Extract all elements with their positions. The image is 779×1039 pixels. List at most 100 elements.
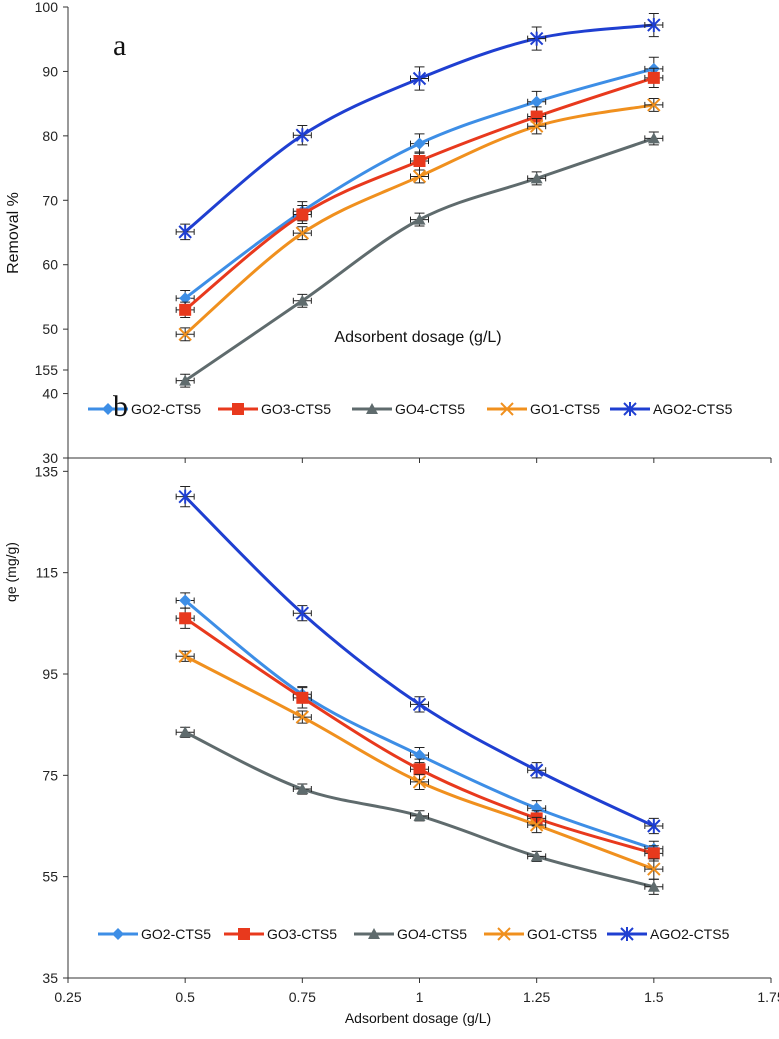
y-tick-label: 115: [36, 565, 59, 581]
legend-marker: [238, 928, 250, 940]
x-tick-label: 1.75: [757, 989, 779, 1005]
data-point: [529, 31, 544, 46]
y-tick-label: 100: [35, 0, 59, 15]
data-point: [179, 594, 192, 607]
legend-item: GO2-CTS5: [88, 401, 201, 417]
legend-label: GO4-CTS5: [397, 926, 467, 942]
y-tick-label: 40: [42, 386, 58, 402]
data-point: [413, 763, 426, 776]
data-point: [178, 327, 192, 342]
series-line: [184, 67, 655, 300]
x-tick-label: 1.5: [644, 469, 664, 470]
panel-label-a: a: [113, 29, 126, 62]
legend-label: GO4-CTS5: [395, 401, 465, 417]
data-point: [412, 775, 427, 789]
legend-item: AGO2-CTS5: [610, 401, 733, 417]
x-tick-label: 1.25: [523, 989, 550, 1005]
legend-label: GO2-CTS5: [131, 401, 201, 417]
data-point: [529, 119, 544, 133]
y-tick-label: 135: [35, 463, 59, 479]
series-go3-cts5: [175, 67, 664, 319]
data-point: [179, 303, 192, 316]
data-point: [179, 726, 192, 738]
data-point: [530, 95, 543, 108]
data-point: [530, 172, 543, 184]
x-tick-label: 1: [416, 469, 424, 470]
data-point: [296, 783, 309, 795]
series-line: [184, 76, 655, 311]
data-point: [647, 847, 660, 860]
data-point: [647, 71, 660, 84]
data-point: [295, 710, 310, 724]
legend-marker: [623, 402, 637, 416]
data-point: [529, 818, 544, 832]
x-axis-title-a: Adsorbent dosage (g/L): [334, 329, 501, 346]
x-tick-label: 0.25: [54, 989, 81, 1005]
data-point: [412, 697, 427, 712]
x-tick-label: 1.25: [523, 469, 550, 470]
data-point: [295, 128, 310, 143]
data-point: [178, 489, 192, 504]
legend-label: AGO2-CTS5: [650, 926, 730, 942]
data-point: [178, 649, 192, 663]
legend-item: GO1-CTS5: [484, 926, 597, 942]
legend-item: GO4-CTS5: [354, 926, 467, 942]
y-tick-label: 80: [42, 128, 58, 144]
legend-label: AGO2-CTS5: [653, 401, 733, 417]
series-line: [184, 23, 655, 234]
data-point: [413, 749, 426, 762]
data-point: [530, 110, 543, 123]
series-ago2-cts5: [175, 12, 664, 241]
axes-frame: [67, 370, 771, 979]
data-point: [296, 294, 309, 306]
chart-a: a Removal % Adsorbent dosage (g/L) 30 40 5…: [5, 0, 779, 470]
data-point: [647, 819, 661, 833]
series-go3-cts5: [175, 607, 664, 862]
data-point: [296, 691, 309, 704]
legend-item: GO3-CTS5: [224, 926, 337, 942]
data-point: [530, 850, 543, 862]
legend-label: GO3-CTS5: [261, 401, 331, 417]
x-tick-label: 0.75: [289, 469, 316, 470]
legend-item: GO4-CTS5: [352, 401, 465, 417]
legend-label: GO2-CTS5: [141, 926, 211, 942]
legend-item: GO2-CTS5: [98, 926, 211, 942]
y-tick-label: 75: [42, 767, 58, 783]
y-tick-label: 90: [42, 63, 58, 79]
data-point: [647, 18, 661, 33]
legend-marker: [368, 928, 380, 939]
data-point: [295, 226, 310, 240]
data-point: [647, 862, 661, 876]
legend-marker: [497, 927, 511, 941]
chart-b: b qe (mg/g) Adsorbent dosage (g/L) 35 55 7…: [3, 362, 779, 1026]
data-point: [647, 880, 660, 892]
series-go4-cts5: [175, 726, 664, 895]
data-point: [179, 374, 192, 386]
series-go4-cts5: [175, 131, 664, 388]
y-tick-label: 50: [42, 321, 58, 337]
legend-item: AGO2-CTS5: [607, 926, 730, 942]
series-ago2-cts5: [175, 486, 664, 835]
x-tick-label: 0.5: [175, 469, 195, 470]
y-tick-label: 95: [42, 666, 58, 682]
legend-marker: [232, 403, 244, 415]
data-point: [647, 98, 661, 112]
x-tick-label: 1: [416, 989, 424, 1005]
legend-label: GO3-CTS5: [267, 926, 337, 942]
legend: GO2-CTS5 GO3-CTS5 GO4-CTS5 GO1-CTS5 AGO2-CTS…: [98, 926, 730, 942]
y-tick-label: 155: [35, 362, 59, 378]
x-tick-label: 1.75: [757, 469, 779, 470]
y-axis-title-a: Removal %: [5, 192, 22, 274]
legend-marker: [366, 403, 378, 414]
data-point: [295, 606, 310, 621]
x-tick-label: 0.75: [289, 989, 316, 1005]
legend-label: GO1-CTS5: [527, 926, 597, 942]
y-axis-title-b: qe (mg/g): [3, 542, 19, 602]
legend-item: GO3-CTS5: [218, 401, 331, 417]
data-point: [412, 169, 427, 184]
y-tick-label: 60: [42, 257, 58, 273]
x-tick-label: 0.5: [175, 989, 195, 1005]
data-point: [178, 224, 192, 239]
legend-marker: [500, 402, 514, 416]
data-point: [413, 137, 426, 150]
